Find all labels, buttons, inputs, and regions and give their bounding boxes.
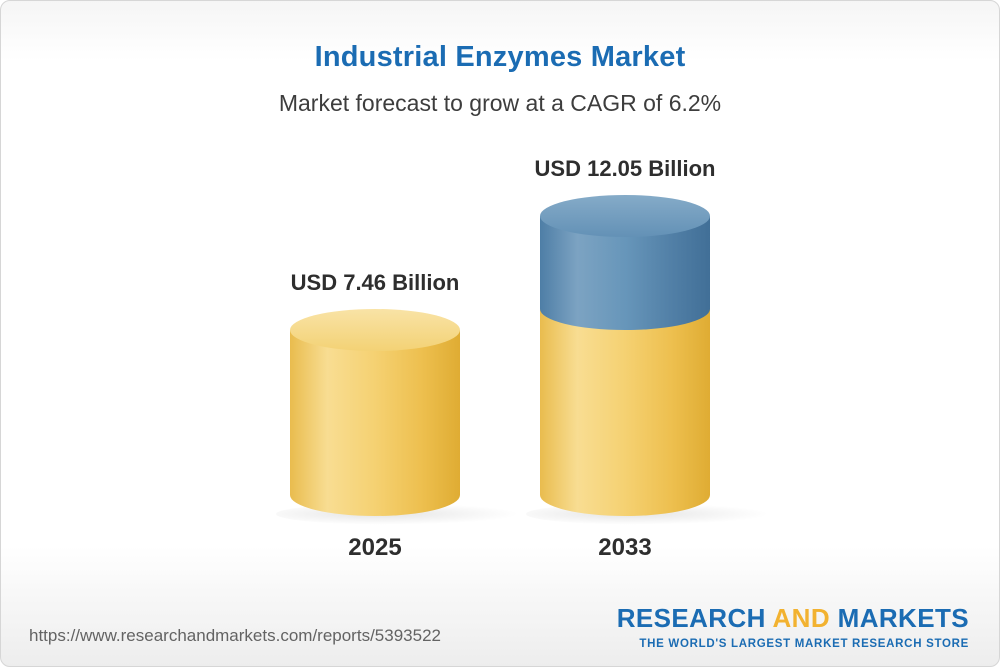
cylinder-2033-base-segment bbox=[540, 309, 710, 516]
bar-column-2025: USD 7.46 Billion 2025 bbox=[276, 270, 524, 562]
chart-header: Industrial Enzymes Market Market forecas… bbox=[1, 41, 999, 117]
logo-word-and: AND bbox=[772, 603, 831, 633]
report-url-link[interactable]: https://www.researchandmarkets.com/repor… bbox=[29, 626, 441, 645]
logo-wordmark: RESEARCH AND MARKETS bbox=[617, 603, 969, 634]
cylinder-2033 bbox=[526, 195, 774, 525]
value-label-2033: USD 12.05 Billion bbox=[534, 156, 716, 181]
cylinder-2025-top-ellipse bbox=[290, 309, 460, 352]
page-title: Industrial Enzymes Market bbox=[314, 41, 686, 73]
cylinder-2025 bbox=[276, 309, 524, 525]
cylinder-2033-top-ellipse bbox=[540, 195, 710, 237]
page-subtitle: Market forecast to grow at a CAGR of 6.2… bbox=[278, 90, 722, 116]
x-tick-label-2033: 2033 bbox=[598, 534, 652, 561]
cylinder-2025-body bbox=[290, 330, 460, 516]
logo-word-research: RESEARCH bbox=[616, 603, 766, 633]
logo-tagline: THE WORLD'S LARGEST MARKET RESEARCH STOR… bbox=[639, 638, 969, 650]
x-tick-label-2025: 2025 bbox=[348, 534, 402, 561]
cylinder-bar-chart: USD 7.46 Billion 2025 USD 12.05 Billion … bbox=[1, 156, 999, 562]
research-and-markets-logo: RESEARCH AND MARKETS THE WORLD'S LARGEST… bbox=[617, 603, 969, 650]
bar-column-2033: USD 12.05 Billion 2033 bbox=[526, 156, 774, 562]
logo-word-markets: MARKETS bbox=[837, 603, 969, 633]
value-label-2025: USD 7.46 Billion bbox=[290, 270, 460, 296]
